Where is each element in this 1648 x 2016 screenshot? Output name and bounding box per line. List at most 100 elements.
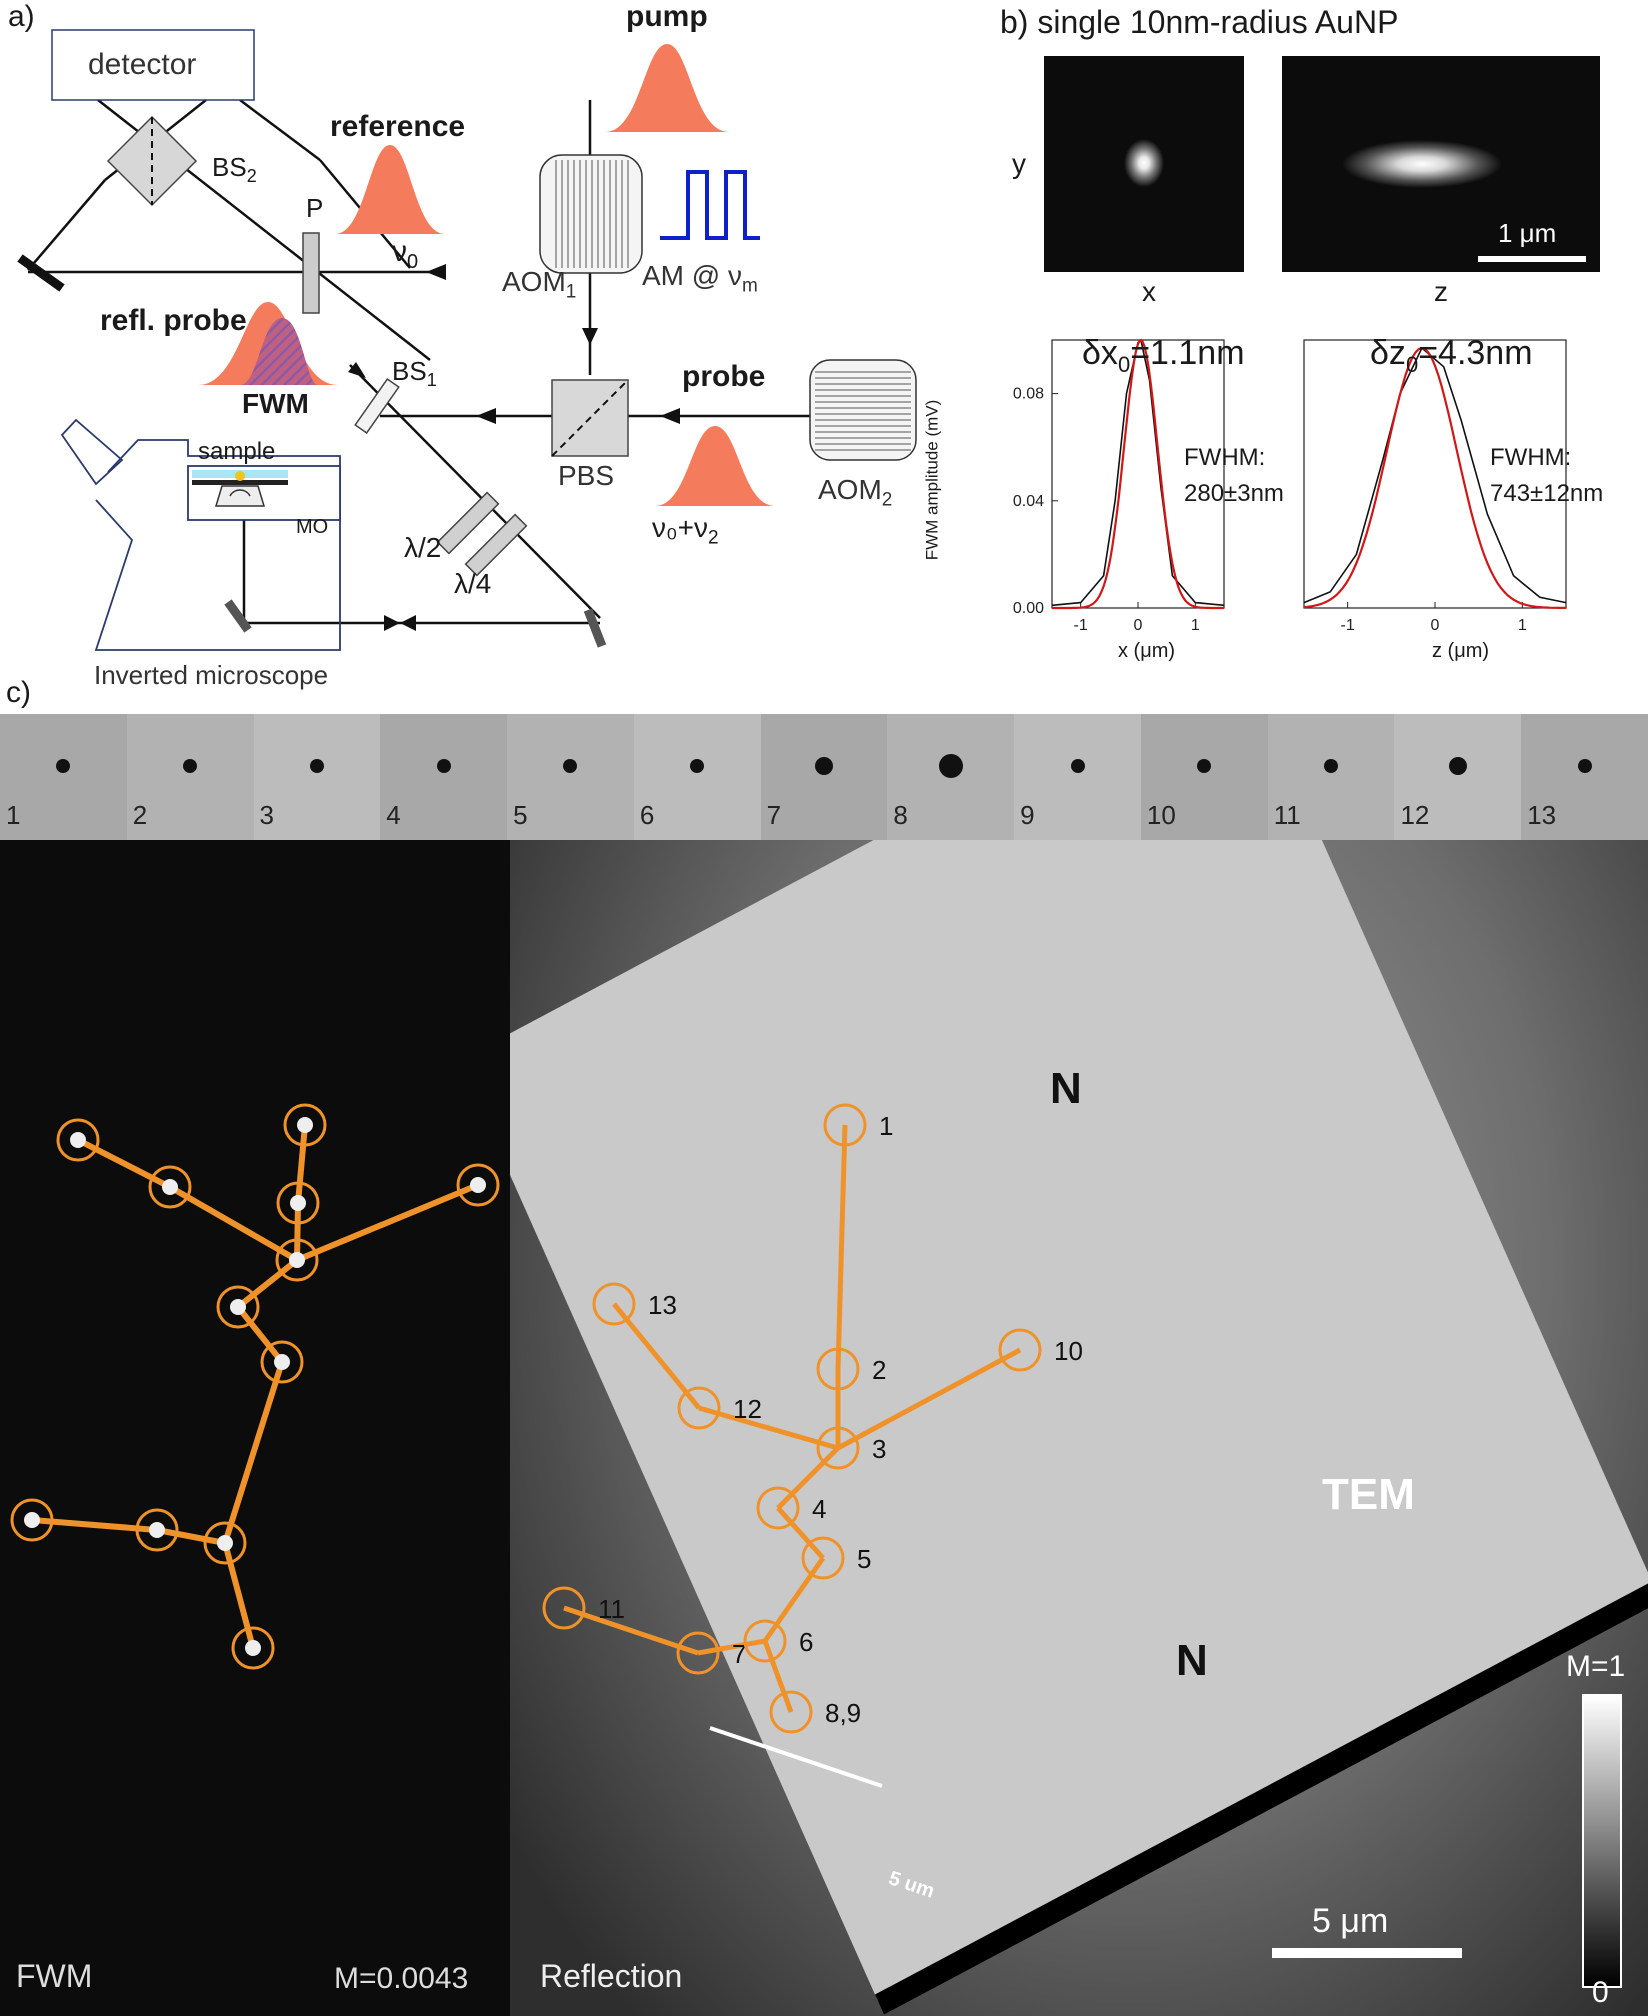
fwm-spot [162,1179,178,1195]
pbs-label: PBS [558,460,615,491]
tem-label: TEM [1322,1470,1415,1519]
fwm-spot [470,1177,486,1193]
reflection-marker [998,1328,1042,1372]
reflection-point-label: 11 [598,1594,625,1624]
x-tick-label: 0 [1431,617,1440,634]
strip-frame-number: 4 [386,800,401,830]
fwm-spot [297,1117,313,1133]
dz-title: δz0=4.3nm [1370,334,1533,377]
fwm-marker [283,1103,327,1147]
reflection-point-label: 8,9 [825,1698,861,1728]
fwm-trace-segment [294,1202,301,1261]
profile-xlabel-z: z (μm) [1432,640,1490,662]
tem-scalebar [709,1726,883,1788]
strip-frame-number: 13 [1527,800,1557,830]
colorbar [1582,1694,1622,1988]
strip-frame-number: 12 [1400,800,1430,830]
strip-frame: 3 [253,714,381,840]
x-image-label: x [1142,276,1156,307]
x-tick-label: -1 [1074,617,1088,634]
y-tick-label: 0.04 [1013,493,1044,510]
fwm-marker [148,1165,192,1209]
strip-frame-number: 3 [259,800,274,830]
reflection-trace-segment [762,1640,794,1713]
fwhm-z-value: 743±12nm [1490,480,1604,507]
panel-b-label: b) single 10nm-radius AuNP [1000,4,1399,40]
xz-image [1282,56,1600,272]
strip-frame: 7 [760,714,888,840]
profile-fit-z [1303,346,1566,609]
image-scalebar-label: 1 μm [1498,218,1557,248]
fwm-marker [216,1285,260,1329]
strip-frame: 6 [633,714,761,840]
reflection-point-label: 2 [872,1355,886,1385]
strip-frame-number: 9 [1020,800,1035,830]
image-scalebar [1478,256,1586,262]
fwm-image [0,840,510,2016]
reflection-label: Reflection [540,1958,683,1994]
reflection-point-label: 13 [648,1290,677,1320]
nanoparticle-dot [1448,757,1467,775]
reflection-marker [756,1486,800,1530]
fwm-spot [24,1512,40,1528]
reflection-trace-segment [762,1556,826,1643]
profile-xlabel-x: x (μm) [1118,640,1176,662]
reflection-point-label: 1 [879,1111,893,1141]
am-label: AM @ νm [642,260,758,297]
reference-label: reference [330,110,466,143]
fwhm-x-value: 280±3nm [1184,480,1284,507]
nanoparticle-dot [690,759,705,773]
aom1-label: AOM1 [502,266,577,303]
profile-data-z [1303,346,1567,604]
pump-label: pump [626,0,708,33]
reflection-marker [677,1386,721,1430]
reflection-marker [823,1103,867,1147]
fwm-spot [289,1252,305,1268]
y-tick-label: 0.08 [1013,386,1044,403]
z-image-label: z [1434,276,1448,307]
fwm-spot [290,1195,306,1211]
reflection-trace-segment [612,1302,701,1410]
x-tick-label: 1 [1191,617,1200,634]
mo-label: MO [296,516,329,538]
xy-image [1044,56,1244,272]
fwm-trace-segment [222,1542,256,1649]
fwm-marker [456,1163,500,1207]
strip-frame-number: 6 [639,800,655,830]
fwm-spot [149,1522,165,1538]
reflection-marker [592,1282,636,1326]
fwm-trace-segment [156,1527,226,1546]
x-tick-label: 0 [1134,617,1143,634]
x-tick-label: -1 [1341,617,1355,634]
fwm-trace-segment [222,1361,285,1544]
panel-c-label: c) [6,676,31,709]
reflection-scalebar [1272,1948,1462,1958]
fwm-trace-segment [295,1182,480,1263]
y-axis-label: y [1012,148,1026,179]
colorbar-top-label: M=1 [1566,1650,1626,1683]
fwhm-z-title: FWHM: [1490,444,1572,471]
polarizer-label: P [306,193,324,223]
nanoparticle-dot [309,759,324,773]
refl-probe-label: refl. probe [100,304,247,337]
strip-frame-number: 7 [766,800,782,830]
strip-frame: 12 [1394,714,1522,840]
fwm-label: FWM [242,388,309,419]
reflection-marker [801,1536,845,1580]
fwm-spot [217,1535,233,1551]
plot-frame-z [1303,339,1567,609]
fwm-marker [56,1118,100,1162]
colorbar-bottom-label: 0 [1592,1976,1609,2009]
panel-a-label: a) [8,0,35,33]
detector-label: detector [88,48,197,81]
strip-frame-number: 1 [6,800,21,830]
fwm-marker [10,1498,54,1542]
fwm-marker [135,1508,179,1552]
x-tick-label: 1 [1518,617,1527,634]
fwm-marker [260,1340,304,1384]
reflection-point-label: 12 [733,1394,762,1424]
nanoparticle-dot [183,759,198,773]
reflection-marker [743,1619,787,1663]
reflection-point-label: 7 [732,1639,746,1669]
